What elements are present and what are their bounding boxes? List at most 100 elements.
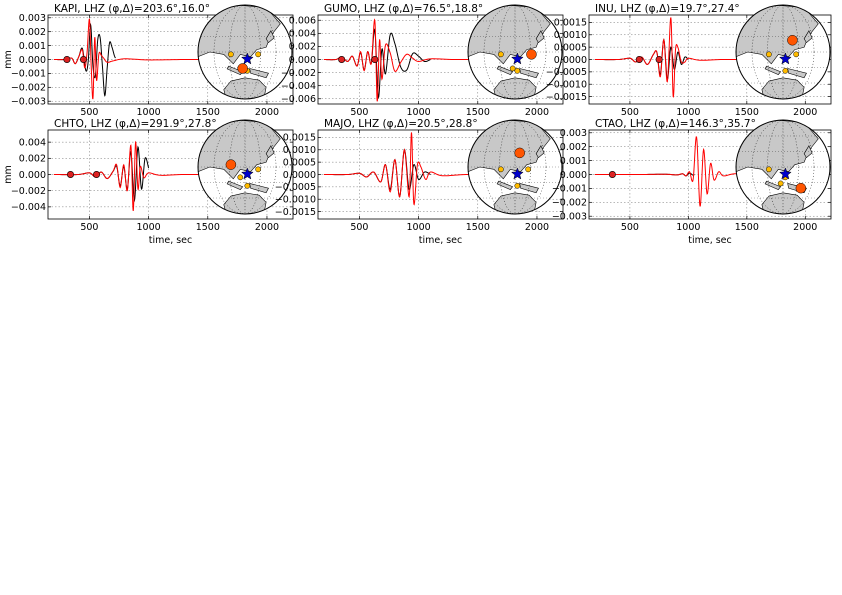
- x-tick-label: 2000: [793, 107, 817, 118]
- series-line-1: [323, 28, 431, 99]
- y-tick-label: −0.002: [11, 186, 46, 197]
- x-tick-label: 2000: [525, 222, 549, 233]
- panel-title: MAJO, LHZ (φ,Δ)=20.5°,28.8°: [324, 118, 478, 130]
- y-tick-label: 0.003: [19, 13, 46, 24]
- y-tick-label: 0.004: [19, 137, 46, 148]
- series-line-2: [323, 132, 549, 206]
- y-axis-label: mm: [3, 50, 14, 69]
- y-tick-label: −0.006: [281, 94, 316, 105]
- other-station-marker: [237, 174, 244, 181]
- other-station-marker: [514, 182, 521, 189]
- x-tick-label: 1500: [735, 222, 759, 233]
- x-tick-label: 1500: [196, 107, 220, 118]
- y-tick-label: −0.0010: [275, 195, 316, 206]
- other-station-marker: [766, 51, 772, 58]
- station-marker: [514, 147, 525, 159]
- y-tick-label: −0.002: [552, 198, 587, 209]
- phase-marker: [66, 171, 74, 179]
- asia-landmass: [736, 5, 819, 65]
- x-tick-label: 1500: [466, 222, 490, 233]
- phase-marker: [608, 171, 616, 179]
- x-tick-label: 1000: [676, 107, 700, 118]
- panel-title: INU, LHZ (φ,Δ)=19.7°,27.4°: [595, 3, 740, 15]
- globe-inset: [197, 119, 293, 215]
- globe-inset: [197, 4, 293, 100]
- y-tick-label: −0.0015: [275, 207, 316, 218]
- y-tick-label: 0.006: [289, 16, 316, 27]
- globe-outline: [467, 119, 563, 215]
- y-tick-label: 0.002: [560, 142, 587, 153]
- phase-marker: [338, 55, 346, 63]
- x-tick-label: 2000: [525, 107, 549, 118]
- panel-1: 500 1000 1500 2000 −0.003 −0.002 −0.001 0.000 0.…: [3, 3, 294, 118]
- phase-marker: [80, 55, 88, 63]
- indonesia-landmass: [226, 180, 244, 190]
- y-tick-label: 0.002: [19, 154, 46, 165]
- y-tick-label: 0.0010: [283, 145, 316, 156]
- x-tick-label: 1500: [466, 107, 490, 118]
- y-tick-label: 0.0005: [283, 157, 316, 168]
- y-tick-label: −0.0015: [546, 92, 587, 103]
- y-tick-label: 0.000: [560, 170, 587, 181]
- new-guinea-landmass: [249, 182, 269, 194]
- x-tick-label: 500: [80, 107, 98, 118]
- event-star-icon: [240, 167, 254, 180]
- event-star-icon: [510, 52, 524, 65]
- event-star-icon: [778, 52, 792, 65]
- y-tick-label: 0.001: [560, 156, 587, 167]
- phase-marker: [655, 55, 663, 63]
- x-tick-label: 500: [80, 222, 98, 233]
- y-tick-label: 0.000: [19, 170, 46, 181]
- other-station-marker: [514, 67, 521, 74]
- y-tick-label: 0.0015: [554, 18, 587, 29]
- japan-landmass: [535, 145, 545, 159]
- asia-landmass: [736, 120, 819, 180]
- globe-outline: [735, 119, 831, 215]
- y-tick-label: −0.003: [552, 212, 587, 223]
- event-star-icon: [778, 167, 792, 180]
- panel-6: 500 1000 1500 2000 −0.003 −0.002 −0.001 0.000 0.…: [552, 118, 832, 246]
- y-tick-label: −0.002: [281, 68, 316, 79]
- other-station-marker: [525, 166, 532, 173]
- x-tick-label: 500: [621, 222, 639, 233]
- asia-landmass: [198, 5, 281, 65]
- new-guinea-landmass: [249, 68, 269, 79]
- phase-marker: [635, 55, 643, 63]
- y-tick-label: −0.0005: [275, 182, 316, 193]
- y-tick-label: 0.001: [19, 41, 46, 52]
- globe-outline: [467, 4, 563, 100]
- other-station-marker: [255, 51, 262, 58]
- other-station-marker: [782, 67, 789, 74]
- indonesia-landmass: [496, 180, 514, 190]
- panel-5: 500 1000 1500 2000−0.0015−0.0010−0.00050.00…: [275, 118, 564, 246]
- x-tick-label: 1000: [407, 107, 431, 118]
- y-tick-label: 0.002: [289, 42, 316, 53]
- y-tick-label: 0.0015: [283, 133, 316, 144]
- asia-landmass: [198, 120, 281, 180]
- station-marker: [237, 63, 248, 74]
- series-line-2: [323, 18, 549, 102]
- y-tick-label: 0.000: [19, 55, 46, 66]
- new-zealand-landmass: [817, 83, 824, 93]
- panel-4: 500 1000 1500 2000 −0.004 −0.002 0.000 0.002 0.0…: [3, 118, 294, 246]
- phase-marker: [63, 55, 71, 63]
- x-tick-label: 1000: [676, 222, 700, 233]
- panel-title: KAPI, LHZ (φ,Δ)=203.6°,16.0°: [54, 3, 210, 15]
- japan-landmass: [535, 30, 545, 44]
- y-tick-label: 0.0005: [554, 42, 587, 53]
- other-station-marker: [777, 180, 784, 187]
- x-axis-label: time, sec: [149, 235, 193, 246]
- y-tick-label: 0.0000: [554, 55, 587, 66]
- x-tick-label: 500: [621, 107, 639, 118]
- x-tick-label: 1000: [407, 222, 431, 233]
- globe-inset: [735, 119, 831, 215]
- y-tick-label: −0.001: [552, 184, 587, 195]
- station-marker: [787, 35, 798, 46]
- x-tick-label: 1500: [196, 222, 220, 233]
- x-tick-label: 2000: [255, 222, 279, 233]
- y-tick-label: −0.004: [281, 81, 316, 92]
- new-guinea-landmass: [519, 182, 539, 194]
- y-axis-label: mm: [3, 165, 14, 184]
- new-guinea-landmass: [787, 68, 807, 79]
